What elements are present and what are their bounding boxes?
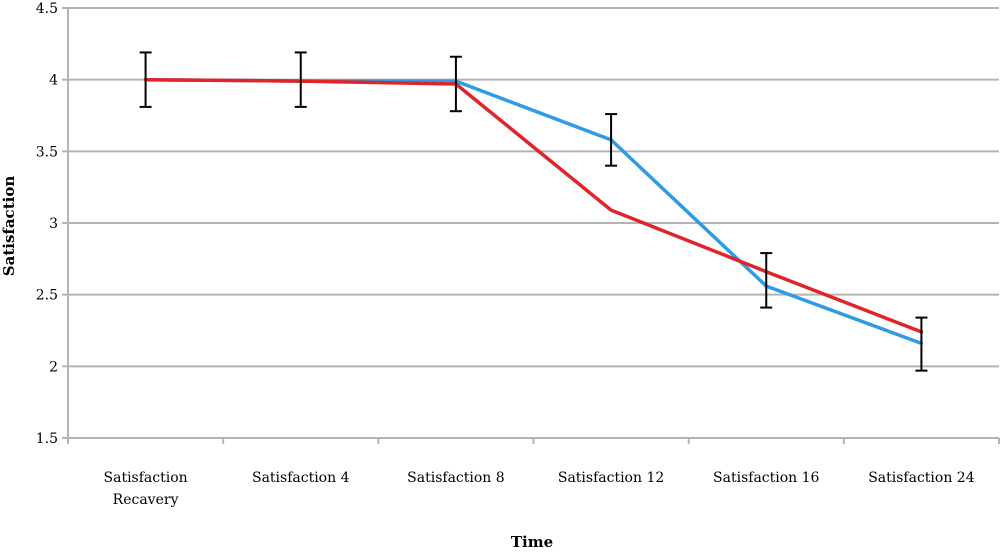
- error-bars: [139, 51, 928, 372]
- y-tick-label: 4.5: [36, 1, 58, 17]
- data-series: [143, 77, 924, 346]
- x-tick-label: Satisfaction 8: [407, 470, 505, 486]
- y-tick-label: 2: [49, 359, 58, 375]
- error-bar: [915, 316, 928, 372]
- x-tick-label: Satisfaction 24: [868, 470, 975, 486]
- x-axis-title: Time: [511, 533, 553, 551]
- axes: [62, 7, 1000, 444]
- error-bar: [139, 51, 152, 108]
- y-tick-label: 4: [49, 73, 58, 89]
- series-line-red: [143, 77, 924, 334]
- y-tick-label: 3.5: [36, 144, 58, 160]
- x-tick-label: Satisfaction 4: [252, 470, 350, 486]
- error-bar: [605, 113, 618, 167]
- y-tick-label: 3: [49, 216, 58, 232]
- gridlines: [68, 7, 999, 368]
- y-tick-label: 2.5: [36, 288, 58, 304]
- series-line-blue: [143, 77, 924, 346]
- x-tick-label: Satisfaction 16: [713, 470, 820, 486]
- error-bar: [760, 252, 773, 309]
- x-tick-label: Satisfaction Recavery: [104, 470, 188, 508]
- y-tick-label: 1.5: [36, 431, 58, 447]
- x-tick-label: Satisfaction 12: [558, 470, 664, 486]
- y-axis-title: Satisfaction: [0, 176, 18, 277]
- error-bar: [449, 55, 462, 113]
- error-bar: [294, 51, 307, 108]
- tick-labels: 1.5 2 2.5 3 3.5 4 4.5 Satisfaction Recavery Satis…: [36, 1, 975, 508]
